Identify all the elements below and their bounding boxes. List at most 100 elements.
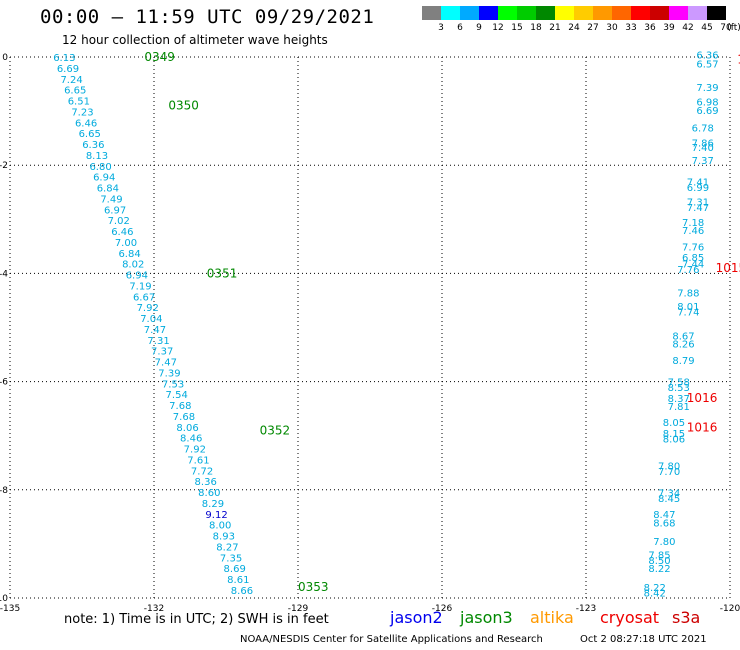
wave-height-value: 6.84 (97, 184, 119, 195)
colorbar-swatch (688, 6, 707, 20)
wave-height-value: 7.49 (100, 194, 122, 205)
time-label: 0350 (168, 99, 199, 113)
wave-height-value: 7.19 (129, 281, 151, 292)
colorbar-swatch (612, 6, 631, 20)
wave-height-value: 6.97 (104, 205, 126, 216)
credit-date: Oct 2 08:27:18 UTC 2021 (580, 634, 707, 645)
colorbar-swatch (574, 6, 593, 20)
colorbar-label: 6 (457, 23, 463, 33)
wave-height-value: 8.47 (653, 510, 675, 521)
colorbar-label: 3 (438, 23, 444, 33)
colorbar-label: 45 (701, 23, 713, 33)
wave-height-value: 7.23 (71, 107, 93, 118)
wave-height-value: 6.84 (118, 249, 140, 260)
wave-height-value: 8.36 (195, 477, 217, 488)
x-tick-label: -135 (0, 604, 20, 614)
wave-height-value: 8.01 (677, 302, 699, 313)
wave-height-value: 6.46 (111, 227, 133, 238)
wave-height-value: 7.68 (173, 412, 195, 423)
wave-height-value: 6.46 (75, 118, 97, 129)
wave-height-value: 8.50 (648, 556, 670, 567)
wave-height-value: 8.06 (176, 423, 198, 434)
wave-height-value: 6.94 (93, 173, 115, 184)
pressure-label: 1016 (687, 421, 718, 435)
wave-height-value: 7.70 (658, 467, 680, 478)
time-label: 0351 (207, 266, 238, 280)
y-tick-label: -6 (0, 378, 8, 388)
wave-height-value: 8.29 (202, 499, 224, 510)
colorbar-label: 12 (492, 23, 504, 33)
wave-height-value: 9.12 (205, 510, 227, 521)
wave-height-value: 8.05 (663, 418, 685, 429)
pressure-label: 1016 (687, 391, 718, 405)
colorbar-label: 33 (625, 23, 637, 33)
wave-height-value: 6.57 (696, 59, 718, 70)
colorbar-label: 36 (644, 23, 656, 33)
wave-height-value: 8.27 (216, 542, 238, 553)
wave-height-value: 6.13 (53, 53, 75, 64)
wave-height-value: 8.37 (668, 394, 690, 405)
wave-height-value: 7.74 (677, 307, 699, 318)
wave-height-value: 8.66 (231, 586, 253, 597)
time-label: 0353 (298, 580, 329, 594)
wave-height-value: 7.18 (682, 218, 704, 229)
footer-note: note: 1) Time is in UTC; 2) SWH is in fe… (64, 612, 329, 627)
wave-height-value: 8.06 (663, 434, 685, 445)
wave-height-value: 8.68 (653, 518, 675, 529)
y-tick-label: -2 (0, 161, 8, 171)
wave-height-value: 8.42 (644, 589, 666, 600)
wave-height-value: 7.47 (155, 358, 177, 369)
wave-height-value: 8.53 (668, 383, 690, 394)
wave-height-value: 6.78 (692, 123, 714, 134)
wave-height-value: 6.85 (682, 253, 704, 264)
wave-height-value: 7.37 (151, 347, 173, 358)
wave-height-value: 7.35 (220, 553, 242, 564)
colorbar-swatch (650, 6, 669, 20)
colorbar-swatch (479, 6, 498, 20)
x-tick-label: -126 (432, 604, 453, 614)
wave-height-value: 7.02 (108, 216, 130, 227)
satellite-altika: altika (530, 608, 574, 627)
colorbar-label: 9 (476, 23, 482, 33)
colorbar-swatch (631, 6, 650, 20)
chart-title: 00:00 – 11:59 UTC 09/29/2021 (40, 6, 375, 28)
wave-height-value: 7.53 (162, 379, 184, 390)
wave-height-value: 6.51 (68, 97, 90, 108)
wave-height-value: 8.22 (648, 564, 670, 575)
wave-height-value: 7.68 (169, 401, 191, 412)
colorbar-swatch (517, 6, 536, 20)
chart-subtitle: 12 hour collection of altimeter wave hei… (62, 33, 328, 47)
y-tick-label: -8 (0, 486, 8, 496)
colorbar-label: 39 (663, 23, 675, 33)
time-label: 0349 (144, 50, 175, 64)
colorbar-label: 15 (511, 23, 523, 33)
colorbar-label: 21 (549, 23, 561, 33)
wave-height-value: 7.72 (191, 466, 213, 477)
wave-height-value: 7.88 (677, 288, 699, 299)
colorbar-swatch (498, 6, 517, 20)
satellite-jason3: jason3 (460, 608, 513, 627)
wave-height-value: 6.69 (57, 64, 79, 75)
colorbar-swatch (460, 6, 479, 20)
wave-height-value: 6.65 (79, 129, 101, 140)
wave-height-value: 8.02 (122, 260, 144, 271)
satellite-cryosat: cryosat (600, 608, 660, 627)
x-tick-label: -123 (576, 604, 596, 614)
credit-text: NOAA/NESDIS Center for Satellite Applica… (240, 634, 543, 645)
x-tick-label: -132 (144, 604, 164, 614)
colorbar-swatch (536, 6, 555, 20)
wave-height-value: 8.69 (224, 564, 246, 575)
colorbar-label: 30 (606, 23, 618, 33)
wave-height-value: 8.13 (86, 151, 108, 162)
colorbar-swatch (593, 6, 612, 20)
pressure-label: 1015 (716, 261, 740, 275)
colorbar-unit: (ft) (727, 23, 740, 33)
wave-height-value: 6.99 (687, 183, 709, 194)
wave-height-value: 6.36 (82, 140, 104, 151)
wave-height-value: 7.47 (687, 203, 709, 214)
wave-height-value: 7.92 (184, 445, 206, 456)
wave-height-value: 6.94 (126, 271, 148, 282)
wave-height-value: 7.92 (137, 303, 159, 314)
satellite-jason2: jason2 (390, 608, 443, 627)
